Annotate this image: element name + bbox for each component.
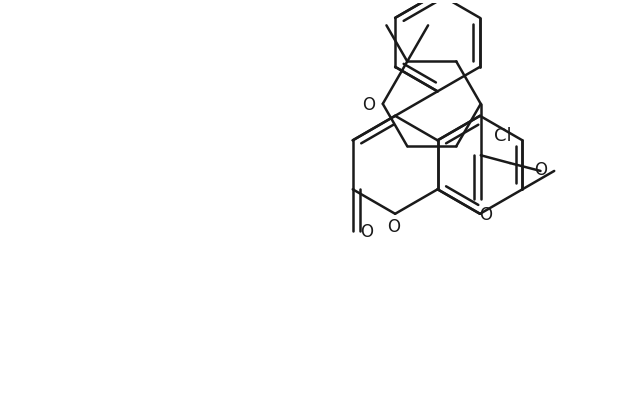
Text: O: O [387, 217, 400, 235]
Text: O: O [363, 96, 376, 114]
Text: O: O [534, 161, 547, 179]
Text: O: O [360, 222, 373, 240]
Text: O: O [479, 206, 492, 223]
Text: Cl: Cl [494, 127, 511, 145]
